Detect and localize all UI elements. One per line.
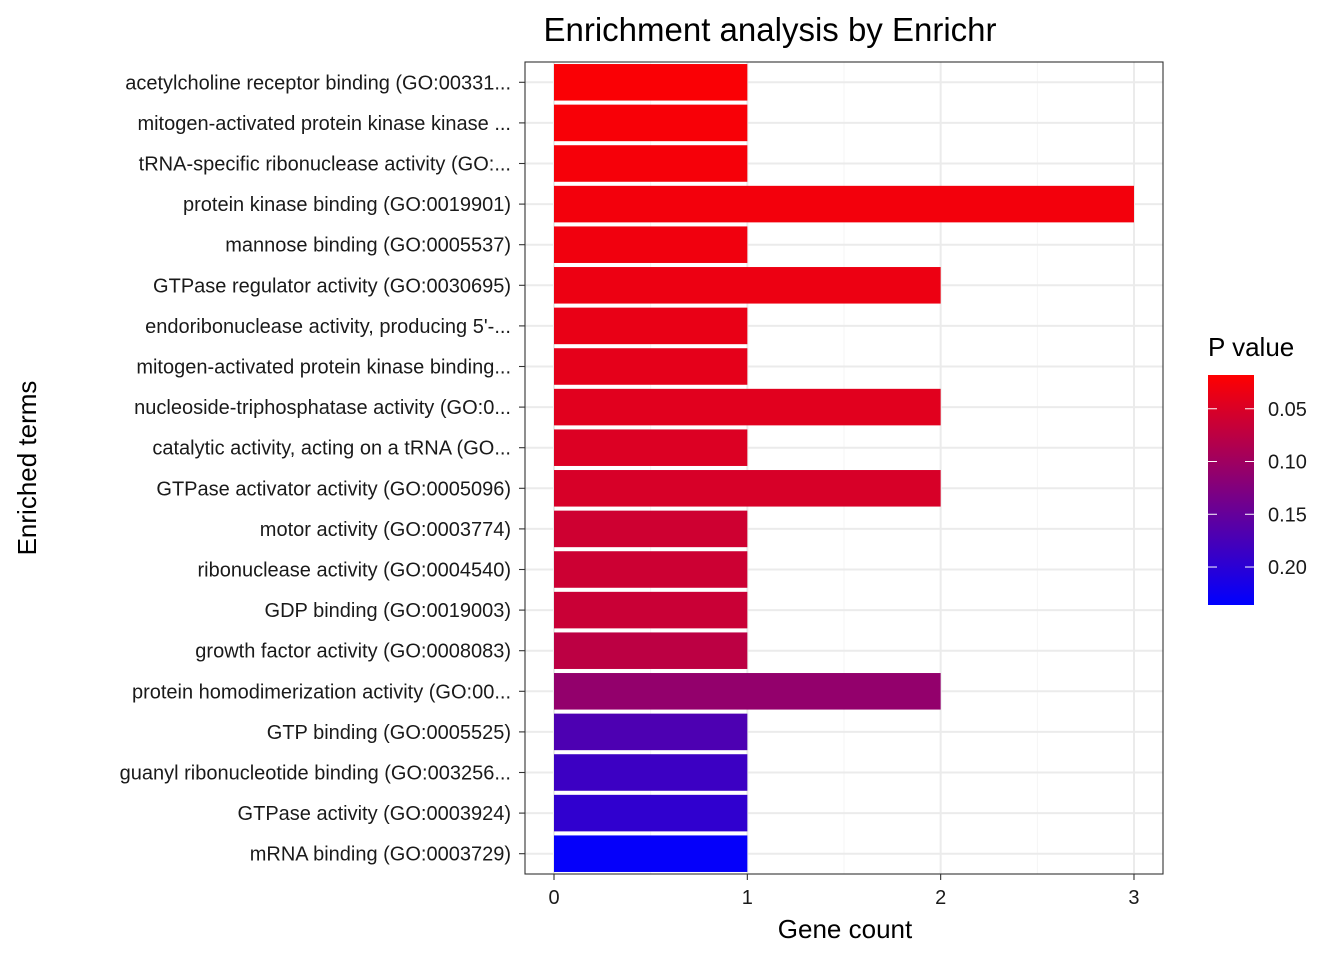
bar <box>554 835 748 872</box>
y-axis-title: Enriched terms <box>12 381 42 556</box>
bar <box>554 794 748 832</box>
x-axis-title: Gene count <box>778 914 913 944</box>
grid-lines <box>525 62 1163 874</box>
legend-tick-label: 0.10 <box>1268 452 1307 474</box>
y-tick-label: motor activity (GO:0003774) <box>260 519 511 541</box>
y-tick-label: guanyl ribonucleotide binding (GO:003256… <box>120 763 511 785</box>
color-legend: P value 0.05 0.10 0.15 0.20 <box>1208 332 1307 605</box>
bar <box>554 754 748 791</box>
bar <box>554 185 1134 223</box>
y-axis: acetylcholine receptor binding (GO:00331… <box>120 72 525 866</box>
legend-tick-label: 0.15 <box>1268 504 1307 526</box>
panel-border <box>524 61 1164 875</box>
y-tick-label: GTPase activity (GO:0003924) <box>238 803 511 825</box>
y-tick-label: acetylcholine receptor binding (GO:00331… <box>125 72 511 94</box>
x-tick-label: 0 <box>548 887 559 909</box>
chart-title: Enrichment analysis by Enrichr <box>543 11 996 48</box>
y-tick-label: endoribonuclease activity, producing 5'-… <box>145 316 511 338</box>
bar <box>554 632 748 669</box>
bar <box>554 145 748 182</box>
y-tick-label: mitogen-activated protein kinase binding… <box>136 357 511 379</box>
y-tick-label: protein homodimerization activity (GO:00… <box>132 681 511 703</box>
legend-tick-label: 0.20 <box>1268 557 1307 579</box>
bar <box>554 267 941 304</box>
y-tick-label: GTP binding (GO:0005525) <box>267 722 511 744</box>
bar <box>554 713 748 751</box>
bar <box>554 429 748 466</box>
y-tick-label: mitogen-activated protein kinase kinase … <box>137 113 511 135</box>
y-tick-label: protein kinase binding (GO:0019901) <box>183 194 511 216</box>
y-tick-label: mannose binding (GO:0005537) <box>225 235 511 257</box>
y-tick-label: GTPase activator activity (GO:0005096) <box>156 478 511 500</box>
x-tick-label: 3 <box>1128 887 1139 909</box>
y-tick-label: GDP binding (GO:0019003) <box>265 600 511 622</box>
y-tick-label: catalytic activity, acting on a tRNA (GO… <box>152 438 511 460</box>
y-tick-label: mRNA binding (GO:0003729) <box>250 844 511 866</box>
bar <box>554 64 748 101</box>
x-tick-label: 2 <box>935 887 946 909</box>
y-tick-label: tRNA-specific ribonuclease activity (GO:… <box>139 154 511 176</box>
bar <box>554 591 748 629</box>
bar <box>554 470 941 507</box>
bar <box>554 307 748 345</box>
legend-gradient-bar <box>1208 375 1254 605</box>
bar <box>554 510 748 548</box>
y-tick-label: GTPase regulator activity (GO:0030695) <box>153 275 511 297</box>
bar <box>554 388 941 426</box>
bar <box>554 551 748 588</box>
legend-tick-label: 0.05 <box>1268 399 1307 421</box>
x-axis: 0 1 2 3 <box>548 874 1140 909</box>
bars <box>554 64 1134 872</box>
bar <box>554 226 748 263</box>
legend-title: P value <box>1208 332 1294 362</box>
bar <box>554 104 748 142</box>
y-tick-label: ribonuclease activity (GO:0004540) <box>198 560 512 582</box>
y-tick-label: nucleoside-triphosphatase activity (GO:0… <box>134 397 511 419</box>
bar <box>554 348 748 385</box>
x-tick-label: 1 <box>742 887 753 909</box>
y-tick-label: growth factor activity (GO:0008083) <box>195 641 511 663</box>
bar <box>554 673 941 710</box>
